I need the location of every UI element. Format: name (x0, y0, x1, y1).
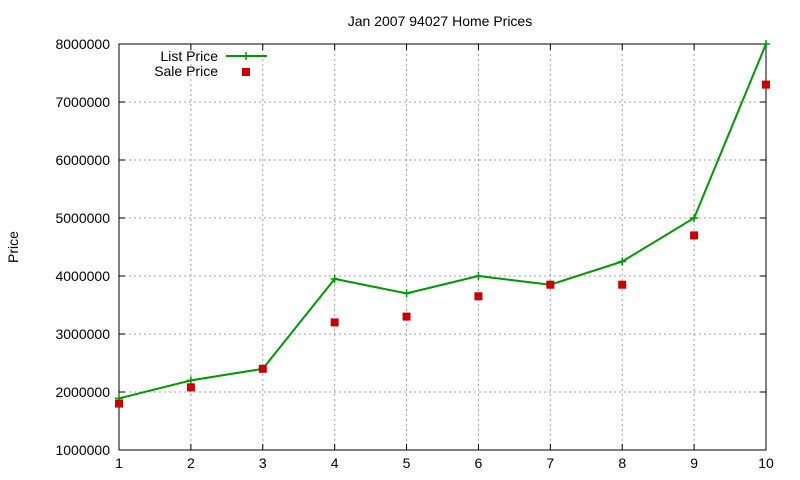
y-tick-label: 3000000 (55, 326, 110, 342)
sale-price-point (330, 318, 339, 327)
list-price-point (402, 289, 411, 298)
x-tick-label: 9 (690, 455, 698, 471)
x-tick-label: 5 (403, 455, 411, 471)
sale-price-point (690, 231, 699, 240)
sale-price-point (762, 80, 770, 89)
sale-price-point (402, 312, 411, 321)
legend: List Price Sale Price (154, 48, 267, 79)
y-tick-label: 4000000 (55, 268, 110, 284)
legend-marker-sale-price (242, 68, 250, 76)
y-tick-label: 6000000 (55, 152, 110, 168)
plot-border (118, 43, 767, 451)
x-tick-label: 1 (115, 455, 123, 471)
sale-price-point (618, 280, 627, 289)
list-price-point (762, 40, 770, 48)
x-tick-label: 8 (618, 455, 626, 471)
sale-price-point (186, 383, 195, 392)
legend-label-list-price: List Price (160, 48, 218, 64)
y-tick-label: 2000000 (55, 384, 110, 400)
list-price-point (690, 214, 699, 222)
axes: 1 2 3 4 5 6 7 8 9 10 1000000 2000000 3000000 4000000 5… (55, 36, 774, 471)
series-line-list-price (118, 43, 767, 400)
list-price-point (186, 376, 195, 385)
list-price-point (474, 272, 483, 280)
sale-price-point (115, 399, 123, 408)
sale-price-point (474, 292, 483, 301)
grid-lines (119, 44, 766, 450)
x-tick-label: 2 (187, 455, 195, 471)
y-tick-label: 8000000 (55, 36, 110, 52)
y-tick-label: 1000000 (55, 442, 110, 458)
x-tick-label: 7 (546, 455, 554, 471)
x-tick-label: 4 (331, 455, 339, 471)
x-tick-label: 6 (475, 455, 483, 471)
y-tick-label: 7000000 (55, 94, 110, 110)
sale-price-point (546, 280, 555, 289)
data-series (115, 40, 770, 408)
y-axis-label: Price (5, 231, 21, 263)
legend-label-sale-price: Sale Price (154, 63, 218, 79)
list-price-point (330, 274, 339, 283)
x-tick-label: 3 (259, 455, 267, 471)
y-tick-label: 5000000 (55, 210, 110, 226)
list-price-point (618, 257, 627, 266)
sale-price-point (258, 364, 267, 373)
x-tick-label: 10 (758, 455, 774, 471)
chart-title: Jan 2007 94027 Home Prices (348, 13, 532, 29)
